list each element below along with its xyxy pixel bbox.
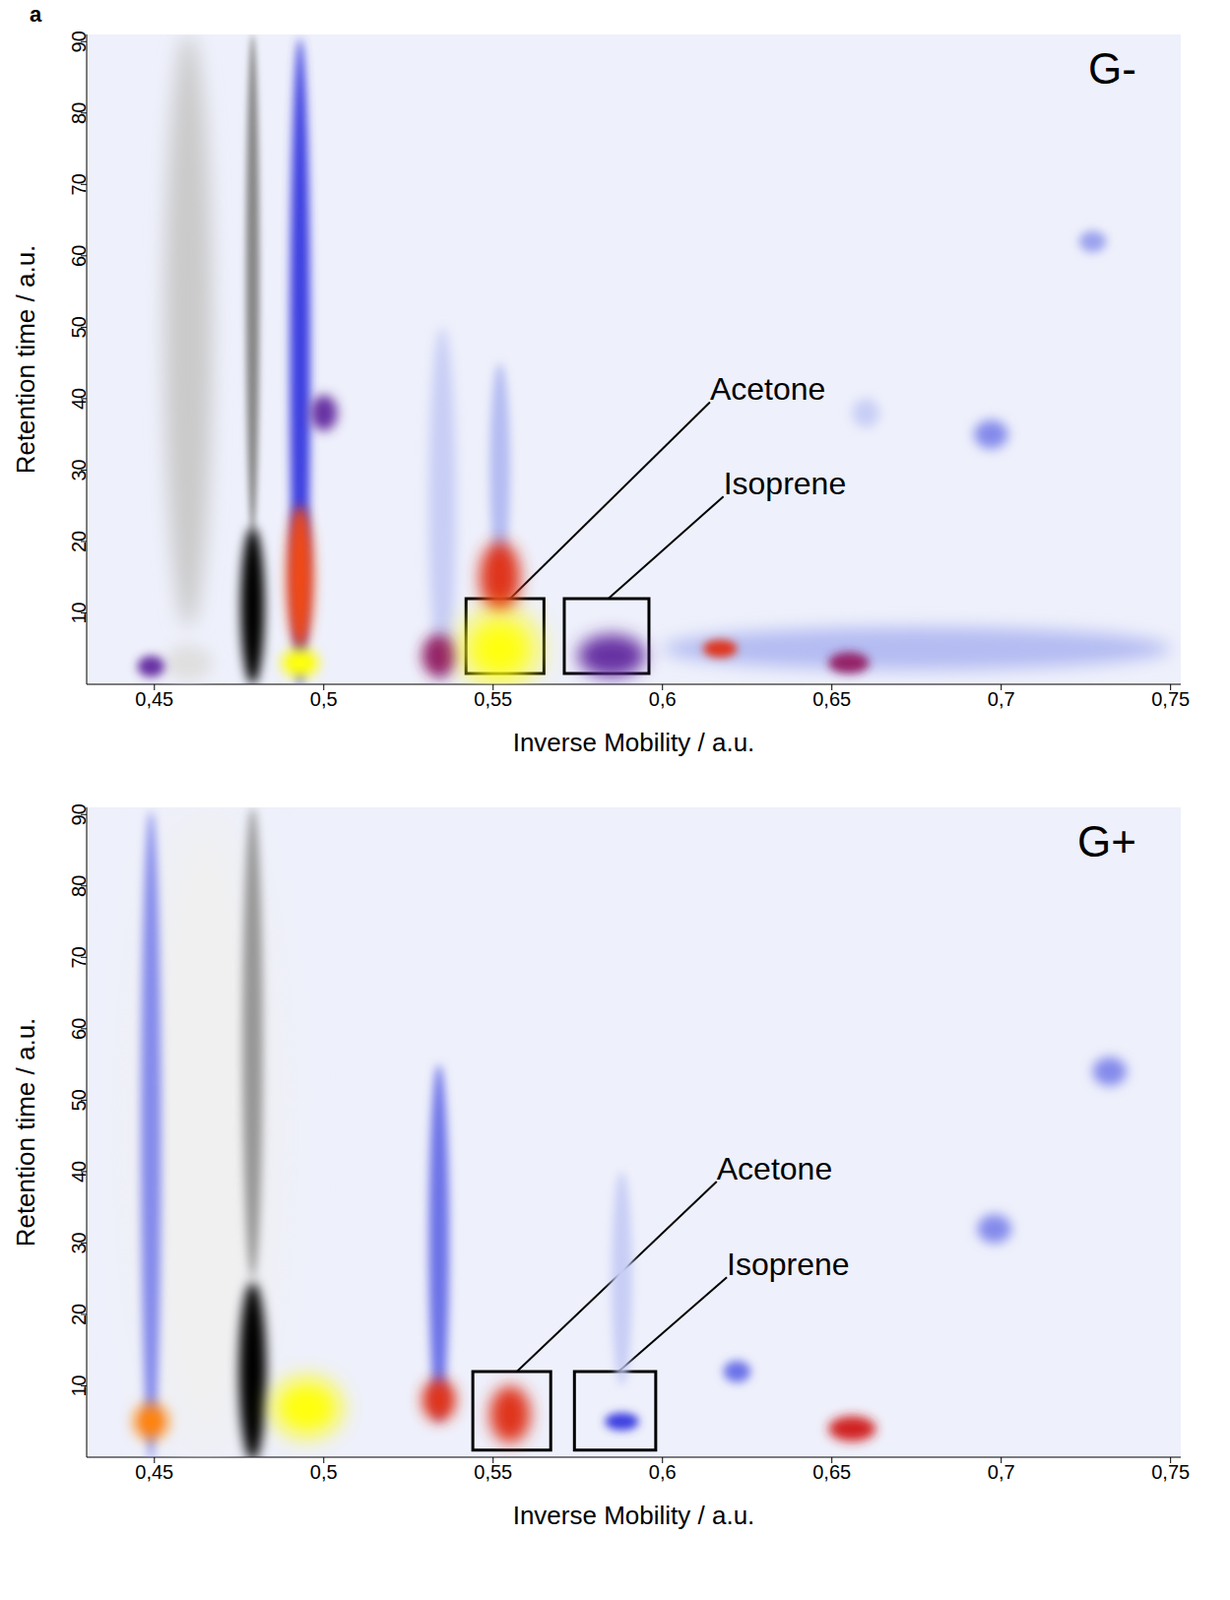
svg-text:0,5: 0,5 xyxy=(310,688,338,711)
svg-text:30: 30 xyxy=(67,458,90,481)
svg-text:Isoprene: Isoprene xyxy=(726,1246,850,1283)
svg-text:0,75: 0,75 xyxy=(1151,1461,1190,1484)
svg-text:40: 40 xyxy=(67,1161,90,1183)
svg-text:90: 90 xyxy=(67,30,90,53)
svg-text:10: 10 xyxy=(67,1374,90,1397)
svg-text:20: 20 xyxy=(67,530,90,553)
svg-text:80: 80 xyxy=(67,102,90,125)
svg-text:0,45: 0,45 xyxy=(134,1461,174,1484)
svg-text:70: 70 xyxy=(67,173,90,195)
html-text:Retention time / a.u.: Retention time / a.u. xyxy=(10,244,41,474)
svg-text:60: 60 xyxy=(67,245,90,267)
svg-text:0,6: 0,6 xyxy=(648,1461,677,1484)
svg-text:0,45: 0,45 xyxy=(134,688,174,711)
svg-text:80: 80 xyxy=(67,875,90,898)
svg-text:0,7: 0,7 xyxy=(987,1461,1016,1484)
svg-text:20: 20 xyxy=(67,1303,90,1326)
html-text:G+: G+ xyxy=(1077,817,1137,866)
svg-text:Isoprene: Isoprene xyxy=(723,465,847,502)
svg-text:Acetone: Acetone xyxy=(716,1151,833,1187)
html-text:G-: G- xyxy=(1088,44,1137,93)
svg-text:0,55: 0,55 xyxy=(473,1461,513,1484)
html-text:a: a xyxy=(29,1,42,27)
html-text:Inverse Mobility / a.u.: Inverse Mobility / a.u. xyxy=(512,1500,755,1531)
svg-text:0,75: 0,75 xyxy=(1151,688,1190,711)
svg-text:0,5: 0,5 xyxy=(310,1461,338,1484)
html-text:Retention time / a.u.: Retention time / a.u. xyxy=(10,1017,41,1248)
svg-text:Acetone: Acetone xyxy=(710,371,826,407)
svg-text:60: 60 xyxy=(67,1018,90,1040)
svg-text:40: 40 xyxy=(67,388,90,410)
svg-text:50: 50 xyxy=(67,1089,90,1111)
svg-text:10: 10 xyxy=(67,601,90,624)
svg-text:0,6: 0,6 xyxy=(648,688,677,711)
svg-text:30: 30 xyxy=(67,1231,90,1254)
svg-text:0,65: 0,65 xyxy=(812,1461,851,1484)
svg-text:0,65: 0,65 xyxy=(812,688,851,711)
svg-text:70: 70 xyxy=(67,946,90,969)
svg-text:0,7: 0,7 xyxy=(987,688,1016,711)
svg-text:50: 50 xyxy=(67,316,90,338)
html-text:Inverse Mobility / a.u.: Inverse Mobility / a.u. xyxy=(512,727,755,758)
svg-text:90: 90 xyxy=(67,803,90,826)
svg-text:0,55: 0,55 xyxy=(473,688,513,711)
